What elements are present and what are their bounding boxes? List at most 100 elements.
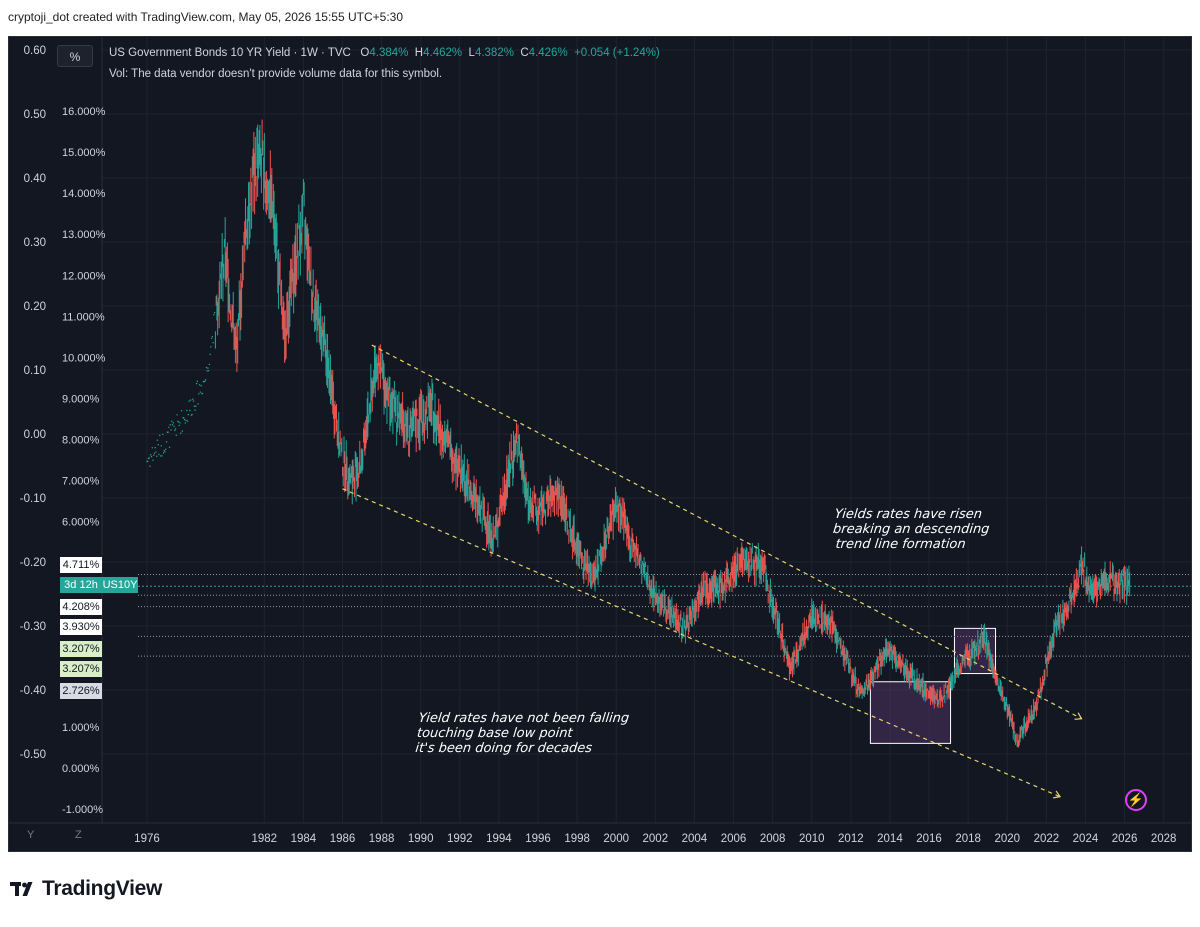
high-label: H <box>414 47 424 59</box>
left-axis-tick-label: 0.00 <box>24 429 46 441</box>
annotation-line: Yields rates have risen <box>833 507 983 522</box>
data-point <box>193 405 196 407</box>
right-axis-tick-label: 0.000% <box>62 763 100 775</box>
data-point <box>153 454 155 457</box>
zoom-button[interactable]: Z <box>75 829 82 841</box>
x-axis-tick-label: 1994 <box>486 833 512 845</box>
data-point <box>187 413 190 416</box>
annotation-risen[interactable]: Yields rates have risen breaking an desc… <box>831 507 992 552</box>
data-point <box>147 460 149 463</box>
low-label: L <box>468 47 475 59</box>
close-value: 4.426% <box>528 47 568 59</box>
x-axis-tick-label: 1992 <box>447 833 473 845</box>
price-label-4208: 4.208% <box>60 599 102 615</box>
right-axis-tick-label: 9.000% <box>62 393 100 405</box>
chart-panel[interactable]: 0.60 0.50 0.40 0.30 0.20 0.10 0.00 -0.10 -0.20 -0… <box>8 36 1192 852</box>
right-axis-tick-label: 13.000% <box>62 229 106 241</box>
data-point <box>180 432 182 434</box>
low-value: 4.382% <box>474 47 514 59</box>
open-label: O <box>360 47 370 59</box>
right-axis-tick-label: 16.000% <box>62 106 106 118</box>
left-axis-tick-label: -0.40 <box>20 685 46 697</box>
x-axis-tick-label: 1986 <box>330 833 356 845</box>
data-point <box>181 430 184 432</box>
data-point <box>204 380 206 382</box>
data-point <box>198 384 201 386</box>
trend-line-arrow <box>1053 790 1062 799</box>
annotation-line: it's been doing for decades <box>414 741 593 756</box>
data-point <box>184 422 187 424</box>
data-point <box>153 452 156 455</box>
annotation-line: touching base low point <box>416 726 574 741</box>
data-point <box>176 414 178 416</box>
x-axis-tick-label: 2018 <box>955 833 981 845</box>
right-axis-tick-label: 6.000% <box>62 517 100 529</box>
right-axis-tick-label: 10.000% <box>62 352 106 364</box>
x-axis-tick-label: 2028 <box>1151 833 1177 845</box>
data-point <box>186 409 188 412</box>
high-value: 4.462% <box>423 47 463 59</box>
time-axis-buttons: Y Z <box>9 823 103 851</box>
data-point <box>200 385 202 387</box>
data-point <box>210 337 213 339</box>
data-point <box>151 447 153 449</box>
x-axis-tick-label: 1996 <box>525 833 551 845</box>
log-scale-button[interactable]: Y <box>27 829 35 841</box>
data-point <box>171 424 174 426</box>
x-axis-tick-label: 2022 <box>1034 833 1060 845</box>
tradingview-logo[interactable]: TradingView <box>10 877 162 901</box>
data-point <box>194 409 196 411</box>
x-axis-tick-label: 2004 <box>682 833 708 845</box>
data-point <box>180 409 183 412</box>
left-axis-tick-label: 0.50 <box>24 109 46 121</box>
data-point <box>155 451 157 453</box>
data-point <box>204 379 207 381</box>
data-point <box>165 441 168 443</box>
data-point <box>185 419 187 422</box>
data-point <box>156 455 158 457</box>
left-axis-tick-label: 0.60 <box>24 45 46 57</box>
price-chart[interactable]: 0.60 0.50 0.40 0.30 0.20 0.10 0.00 -0.10 -0.20 -0… <box>9 37 1192 852</box>
series-legend: US Government Bonds 10 YR Yield · 1W · T… <box>109 47 660 59</box>
lightning-icon[interactable]: ⚡ <box>1125 789 1147 811</box>
data-point <box>161 455 163 457</box>
data-point <box>172 422 174 424</box>
x-axis-tick-label: 2006 <box>721 833 747 845</box>
data-point <box>189 409 191 412</box>
data-point <box>188 400 190 402</box>
data-point <box>213 311 216 314</box>
x-axis-tick-label: 1988 <box>369 833 395 845</box>
price-label-3930: 3.930% <box>60 619 102 635</box>
data-point <box>206 370 208 372</box>
ticker-label: US10Y <box>102 577 138 593</box>
x-axis-tick-label: 2016 <box>916 833 942 845</box>
series-title: US Government Bonds 10 YR Yield · 1W · T… <box>109 47 351 59</box>
data-point <box>162 452 165 454</box>
data-point <box>192 398 194 400</box>
percent-scale-button[interactable]: % <box>57 45 93 67</box>
brand-name: TradingView <box>42 877 163 900</box>
left-axis-tick-label: 0.20 <box>24 301 46 313</box>
x-axis-tick-label: 1982 <box>251 833 277 845</box>
right-axis-tick-label: 8.000% <box>62 435 100 447</box>
x-axis-tick-label: 1976 <box>134 833 160 845</box>
x-axis-tick-label: 2026 <box>1112 833 1138 845</box>
data-point <box>177 421 180 423</box>
annotation-line: trend line formation <box>830 537 967 552</box>
data-point <box>158 453 160 456</box>
data-point <box>191 413 193 416</box>
data-point <box>199 391 202 393</box>
x-axis-tick-label: 1984 <box>291 833 317 845</box>
data-point <box>207 370 210 372</box>
data-point <box>173 425 175 427</box>
x-axis-tick-label: 2012 <box>838 833 864 845</box>
x-axis-tick-label: 2020 <box>994 833 1020 845</box>
data-point <box>164 451 166 453</box>
x-axis-tick-label: 2002 <box>643 833 669 845</box>
data-point <box>174 428 177 430</box>
data-point <box>212 342 214 344</box>
annotation-falling[interactable]: Yield rates have not been falling touchi… <box>415 711 630 756</box>
left-axis-tick-label: -0.10 <box>20 493 46 505</box>
left-axis-tick-label: 0.10 <box>24 365 46 377</box>
change-value: +0.054 (+1.24%) <box>574 47 660 59</box>
